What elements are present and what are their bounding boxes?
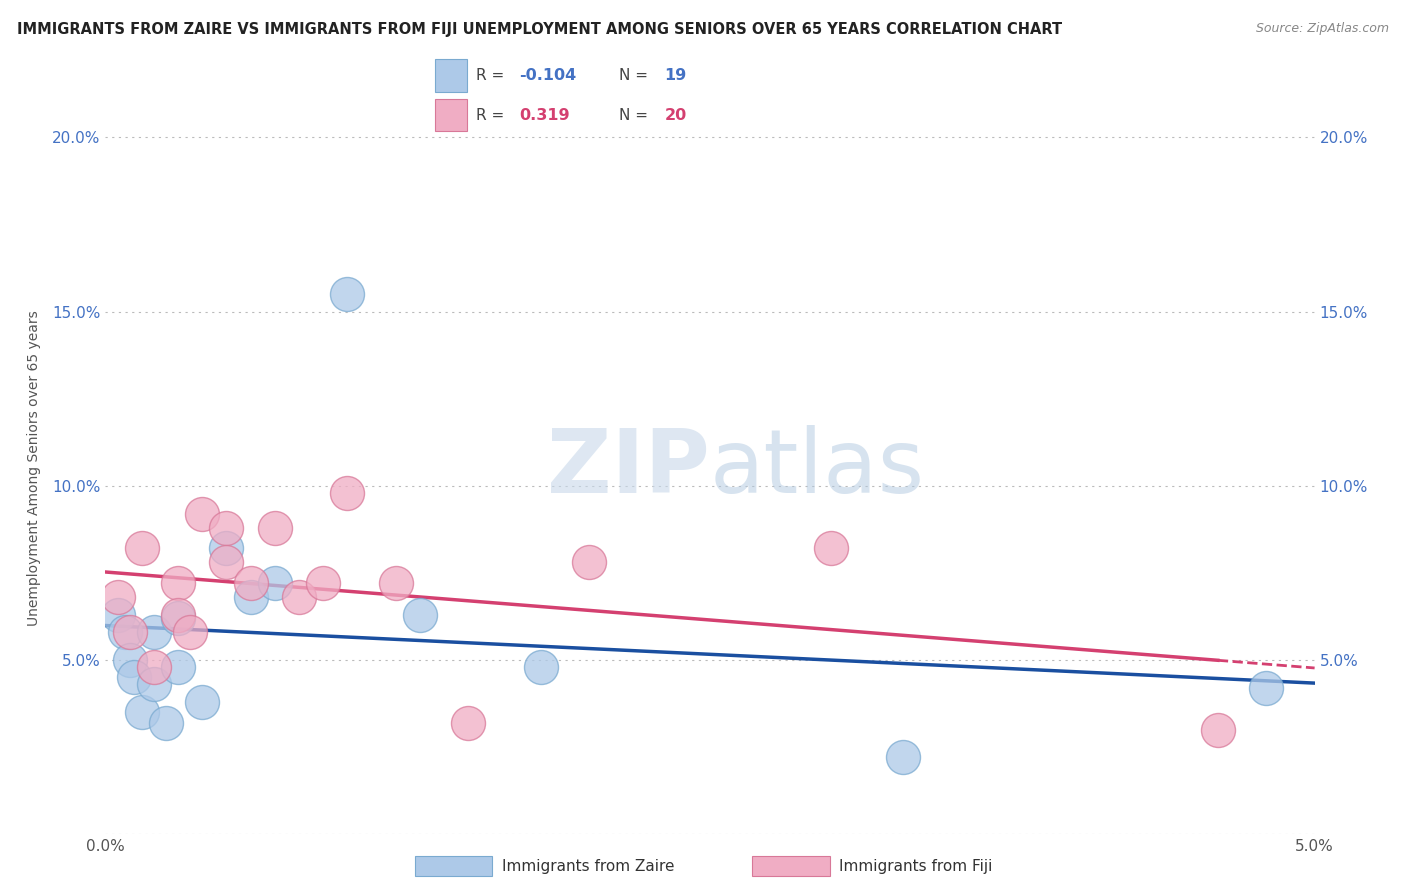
Point <box>1256 681 1278 695</box>
Point <box>530 660 553 674</box>
Text: 19: 19 <box>665 68 686 83</box>
Point <box>312 576 335 591</box>
Point <box>155 715 177 730</box>
Text: IMMIGRANTS FROM ZAIRE VS IMMIGRANTS FROM FIJI UNEMPLOYMENT AMONG SENIORS OVER 65: IMMIGRANTS FROM ZAIRE VS IMMIGRANTS FROM… <box>17 22 1062 37</box>
Text: 20: 20 <box>665 108 686 123</box>
Point <box>167 607 190 622</box>
Point <box>893 750 915 764</box>
Point <box>131 705 153 719</box>
Point <box>114 625 136 640</box>
Point <box>820 541 842 556</box>
Point <box>167 611 190 625</box>
Point <box>191 507 214 521</box>
Text: N =: N = <box>619 68 648 83</box>
Point <box>457 715 479 730</box>
Text: Immigrants from Fiji: Immigrants from Fiji <box>839 859 993 873</box>
Point <box>384 576 406 591</box>
Point <box>336 485 359 500</box>
Text: R =: R = <box>477 108 505 123</box>
Text: ZIP: ZIP <box>547 425 710 512</box>
Point <box>107 590 129 604</box>
Point <box>578 555 600 569</box>
Text: Immigrants from Zaire: Immigrants from Zaire <box>502 859 675 873</box>
Text: 0.319: 0.319 <box>519 108 569 123</box>
Text: -0.104: -0.104 <box>519 68 576 83</box>
Point <box>118 625 141 640</box>
Point <box>239 576 262 591</box>
Point <box>215 555 238 569</box>
Y-axis label: Unemployment Among Seniors over 65 years: Unemployment Among Seniors over 65 years <box>27 310 41 626</box>
Point <box>263 576 285 591</box>
Bar <box>436 60 467 92</box>
Point <box>142 660 165 674</box>
Point <box>336 287 359 301</box>
Point <box>167 660 190 674</box>
Text: N =: N = <box>619 108 648 123</box>
Point <box>167 576 190 591</box>
Point <box>239 590 262 604</box>
Text: atlas: atlas <box>710 425 925 512</box>
Point <box>142 677 165 691</box>
Bar <box>436 99 467 131</box>
Point <box>131 541 153 556</box>
Point <box>288 590 311 604</box>
Point <box>215 541 238 556</box>
Point <box>142 625 165 640</box>
Point <box>263 520 285 534</box>
Point <box>191 695 214 709</box>
Text: R =: R = <box>477 68 505 83</box>
Text: Source: ZipAtlas.com: Source: ZipAtlas.com <box>1256 22 1389 36</box>
Point <box>215 520 238 534</box>
Point <box>124 670 146 684</box>
Point <box>179 625 201 640</box>
Point <box>409 607 432 622</box>
Point <box>107 607 129 622</box>
Point <box>1206 723 1229 737</box>
Point <box>118 653 141 667</box>
